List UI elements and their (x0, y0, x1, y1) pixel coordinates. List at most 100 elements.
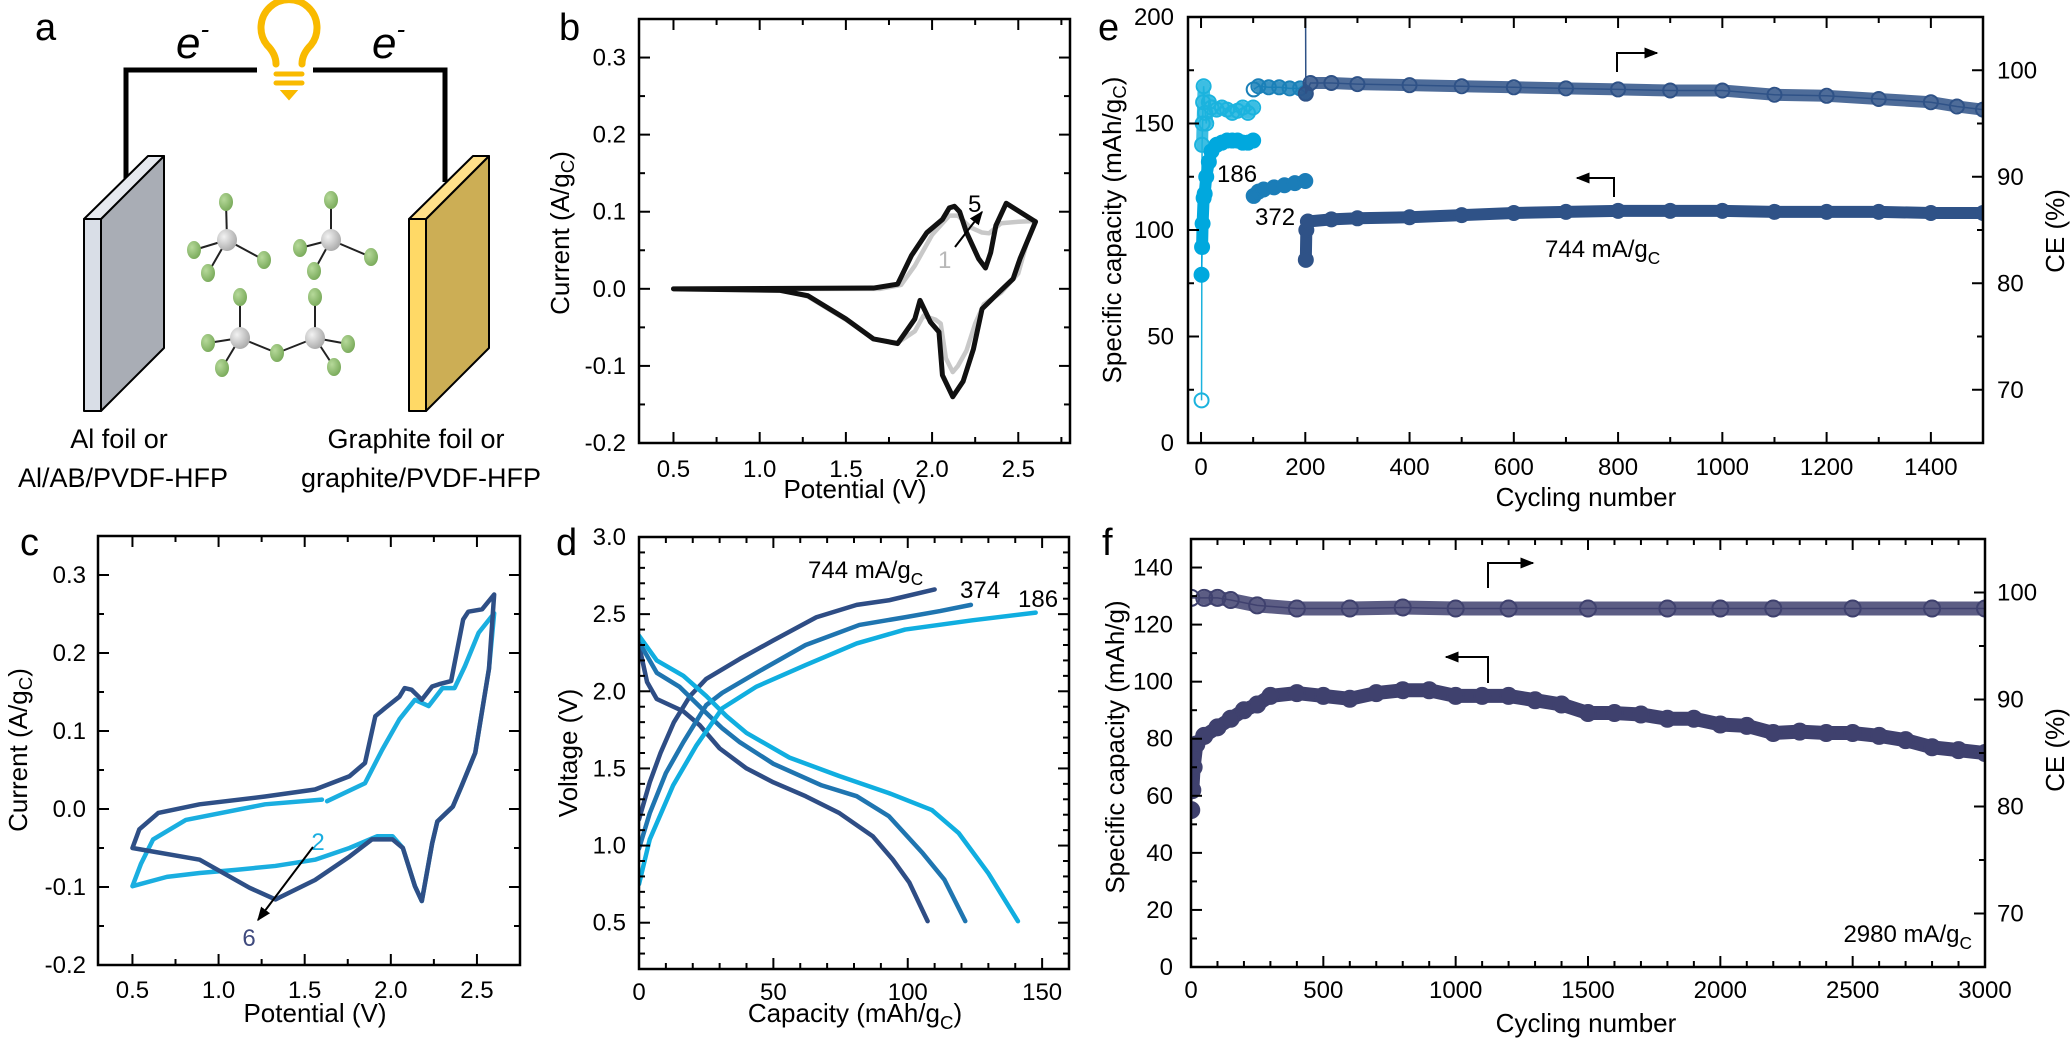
series-1 (639, 642, 930, 924)
capacity-point (1245, 132, 1262, 149)
x-tick-label: 500 (1303, 977, 1343, 1004)
capacity-point (1208, 718, 1227, 737)
x-tick-label: 2.0 (374, 977, 407, 1004)
series-band (1299, 77, 1983, 116)
fluorine-atom (324, 191, 338, 209)
series-line (639, 610, 1038, 887)
center-atom (217, 229, 237, 251)
anion-molecules (187, 191, 378, 377)
y2-axis-label: CE (%) (2040, 189, 2070, 273)
capacity-point (1198, 168, 1215, 185)
fluorine-atom (201, 264, 215, 282)
ce-point (1446, 599, 1465, 618)
y-axis-label: Current (A/gC) (3, 668, 36, 832)
x-tick-label: 1500 (1561, 977, 1614, 1004)
molecule (187, 193, 271, 282)
ce-point (1297, 85, 1314, 102)
ce-point (1245, 99, 1262, 116)
y-tick-label: 100 (1134, 217, 1174, 244)
chart-panel-c: c 0.5 1.0 1.5 2.0 2.5 -0.2 -0.1 0.0 0.1 0.2 0.3 Pote… (3, 522, 522, 1028)
ce-point (1714, 82, 1731, 99)
x-tick-label: 0 (1194, 454, 1207, 481)
ce-point (1922, 94, 1939, 111)
y2-tick-label: 70 (1997, 901, 2024, 928)
y-tick-label: 0.1 (593, 199, 626, 226)
y-tick-label: 200 (1134, 4, 1174, 31)
capacity-point (1196, 185, 1213, 202)
ce-point (1499, 599, 1518, 618)
capacity-point (1420, 681, 1439, 700)
annotation-label: 372 (1255, 204, 1295, 231)
y-tick-label: 0.0 (53, 796, 86, 823)
center-atom (230, 327, 250, 349)
arrow-icon (1575, 172, 1615, 197)
capacity-point (1453, 207, 1470, 224)
arrow-icon (1444, 651, 1489, 683)
chart-panel-f: f 0 500 1000 1500 2000 2500 3000 0 20 40 60 80 100 120… (1100, 522, 2070, 1038)
capacity-point (1191, 781, 1202, 800)
ce-point (1208, 588, 1227, 607)
ce-point (1221, 590, 1240, 609)
graphite-electrode-label-line2: graphite/PVDF-HFP (301, 463, 541, 493)
fluorine-atom (215, 359, 229, 377)
fluorine-atom (327, 358, 341, 376)
capacity-point (1297, 251, 1314, 268)
panel-letter: a (35, 7, 57, 49)
ce-point (1401, 77, 1418, 94)
y-tick-label: 2.0 (593, 678, 626, 705)
fluorine-atom (187, 241, 201, 259)
capacity-point (1505, 204, 1522, 221)
ce-point (1923, 599, 1942, 618)
series-band (1197, 590, 1985, 616)
ce-point (1287, 599, 1306, 618)
capacity-point (1714, 202, 1731, 219)
series-1 (130, 592, 497, 904)
capacity-point (1340, 689, 1359, 708)
series-line (671, 213, 1038, 375)
y-tick-label: 0.1 (53, 718, 86, 745)
x-tick-label: 0 (1184, 977, 1197, 1004)
plot-area (1191, 588, 1985, 820)
ticks (639, 18, 1070, 444)
ce-point (1557, 80, 1574, 97)
capacity-point (1349, 210, 1366, 227)
capacity-point (1287, 684, 1306, 703)
molecule (293, 191, 378, 280)
ce-point (1658, 599, 1677, 618)
al-electrode (83, 155, 165, 412)
series-4 (639, 610, 1038, 887)
capacity-point (1393, 681, 1412, 700)
ce-point (1271, 79, 1288, 96)
annotation-label: 374 (960, 577, 1000, 604)
x-tick-label: 1000 (1696, 454, 1749, 481)
capacity-point (1314, 686, 1333, 705)
ce-point (1302, 75, 1319, 92)
chart-panel-e: e 0 200 400 600 800 1000 1200 1400 0 50 100 150 200 70… (1097, 4, 2070, 512)
capacity-point (1579, 704, 1597, 723)
fluorine-atom (341, 335, 355, 353)
capacity-point (1870, 203, 1887, 220)
ce-point (1260, 79, 1277, 96)
y-tick-label: 40 (1146, 840, 1173, 867)
ce-point (1250, 78, 1267, 95)
y-tick-label: 0.3 (593, 45, 626, 72)
x-tick-label: 1200 (1800, 454, 1853, 481)
series-0 (639, 587, 937, 822)
capacity-point (1790, 722, 1809, 741)
ce-point (1195, 78, 1212, 95)
ce-point (1453, 78, 1470, 95)
capacity-point (1870, 726, 1889, 745)
ce-point (1234, 99, 1251, 116)
ticks (1188, 16, 1984, 444)
x-tick-label: 0.5 (657, 456, 690, 483)
capacity-point (1764, 724, 1783, 743)
fluorine-atom (233, 288, 247, 306)
y-axis-label: Current (A/gC) (545, 151, 578, 315)
ce-point (1281, 80, 1298, 97)
y2-tick-label: 80 (1997, 794, 2024, 821)
ticks (98, 535, 521, 966)
electron-label-right: e- (372, 14, 405, 68)
series-0 (671, 213, 1038, 375)
fluorine-atom (270, 344, 284, 362)
